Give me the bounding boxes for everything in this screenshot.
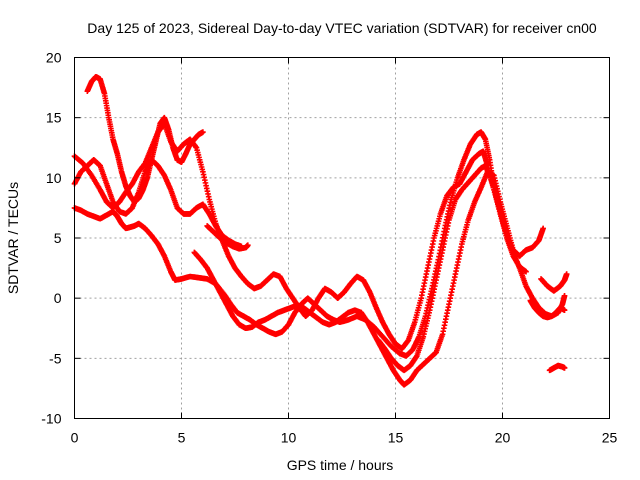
- data-point: [563, 271, 570, 277]
- series-track-d: [71, 120, 529, 352]
- y-tick-label: 15: [46, 110, 62, 126]
- y-axis-label: SDTVAR / TECUs: [5, 182, 21, 294]
- y-tick-label: 10: [46, 170, 62, 186]
- y-tick-label: -5: [49, 350, 62, 366]
- series-track-f: [191, 169, 546, 388]
- series-track-h: [527, 297, 568, 321]
- data-point: [561, 365, 568, 371]
- series-track-g: [375, 163, 519, 374]
- data-point: [540, 225, 546, 232]
- data-marks: [71, 73, 570, 388]
- chart-title: Day 125 of 2023, Sidereal Day-to-day VTE…: [87, 20, 597, 36]
- series-track-e: [204, 223, 251, 252]
- x-tick-label: 20: [495, 430, 511, 446]
- series-track-i: [538, 271, 570, 294]
- grid-lines: [74, 57, 610, 419]
- data-point: [561, 292, 568, 299]
- axis-ticks: 0 5 10 15 20 25 -10 -5 0 5 10 15 20: [41, 50, 617, 446]
- y-tick-label: 5: [54, 230, 62, 246]
- y-tick-label: -10: [41, 411, 61, 427]
- x-axis-label: GPS time / hours: [287, 457, 394, 473]
- data-point: [200, 129, 206, 135]
- x-tick-label: 5: [178, 430, 186, 446]
- y-tick-label: 0: [54, 290, 62, 306]
- data-point: [245, 242, 251, 249]
- x-tick-label: 10: [281, 430, 297, 446]
- x-tick-label: 0: [71, 430, 79, 446]
- x-tick-label: 15: [388, 430, 404, 446]
- x-tick-label: 25: [602, 430, 618, 446]
- y-tick-label: 20: [46, 50, 62, 66]
- data-point: [512, 253, 519, 259]
- data-point: [561, 307, 568, 313]
- data-point: [523, 268, 529, 275]
- series-track-j: [546, 362, 568, 374]
